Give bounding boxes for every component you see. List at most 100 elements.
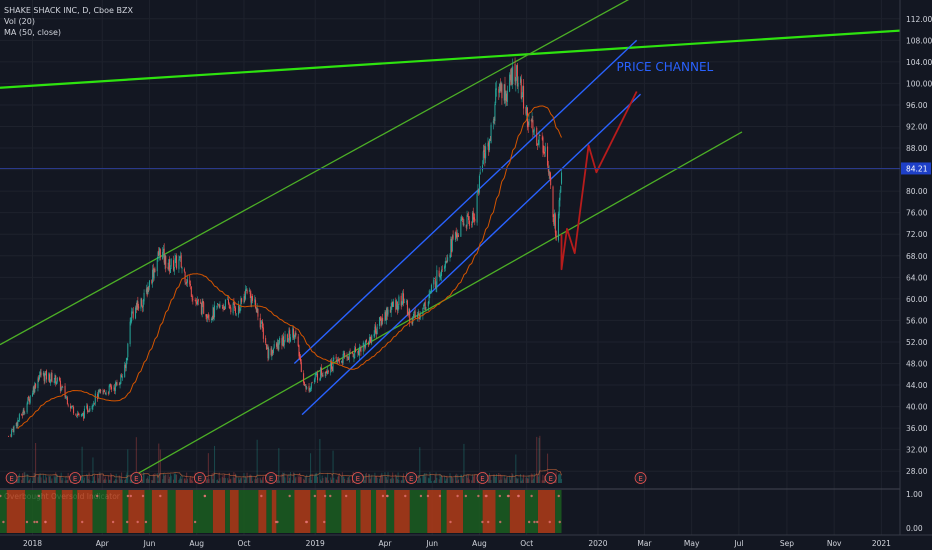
candle — [276, 338, 278, 349]
volume-bar — [380, 474, 382, 483]
candle — [131, 308, 133, 314]
volume-bar — [181, 474, 183, 483]
candle — [550, 172, 552, 189]
indicator-dot — [159, 494, 162, 498]
volume-bar — [92, 457, 94, 483]
indicator-dot — [141, 494, 145, 498]
indicator-dot — [533, 520, 536, 524]
volume-ma-line — [8, 468, 562, 479]
volume-bar — [471, 480, 473, 483]
candle — [332, 357, 334, 373]
volume-bar — [249, 474, 251, 483]
candle — [537, 143, 539, 150]
candle — [355, 343, 357, 353]
x-tick-label: Oct — [520, 539, 533, 548]
candle — [375, 328, 377, 339]
projection-path[interactable] — [560, 91, 638, 271]
volume-bar — [303, 478, 305, 483]
volume-bar — [251, 475, 253, 483]
candle — [103, 390, 105, 395]
volume-bar — [83, 480, 85, 483]
volume-bar — [468, 479, 470, 483]
candle — [407, 311, 409, 318]
volume-bar — [257, 478, 259, 483]
volume-bar — [425, 473, 427, 483]
volume-bar — [514, 477, 516, 483]
candle — [189, 275, 191, 287]
candle — [272, 347, 274, 355]
indicator-dot — [385, 494, 389, 498]
x-tick-label: Apr — [378, 539, 392, 548]
volume-bar — [327, 473, 329, 483]
volume-bar — [169, 473, 171, 483]
candle — [310, 382, 312, 392]
volume-bar — [444, 480, 446, 483]
time-axis[interactable]: 2018 Apr Jun Aug Oct 2019 Apr Jun Aug Oct 2020 Mar M… — [0, 534, 932, 548]
y-tick-label: 96.00 — [906, 101, 928, 110]
candle — [262, 318, 264, 332]
x-tick-label: Nov — [827, 539, 842, 548]
volume-bar — [368, 473, 370, 483]
volume-bar — [305, 476, 307, 483]
volume-bar — [172, 479, 174, 483]
volume-bar — [528, 474, 530, 483]
volume-bar — [463, 443, 465, 483]
candle — [289, 334, 291, 343]
indicator-band — [258, 490, 267, 533]
candle — [281, 335, 283, 350]
candle — [238, 305, 240, 314]
ma-study-label[interactable]: MA (50, close) — [4, 28, 62, 37]
y-tick-label: 112.00 — [906, 15, 932, 24]
candle — [151, 279, 153, 285]
volume-bar — [538, 437, 540, 483]
price-axis[interactable]: 112.00 108.00 104.00 100.00 96.00 92.00 88.00 8… — [899, 0, 932, 550]
candle — [176, 253, 178, 270]
candle — [27, 397, 29, 405]
candle — [135, 305, 137, 320]
candle — [440, 271, 442, 280]
candle — [62, 386, 64, 389]
volume-bar — [489, 473, 491, 483]
candle — [152, 264, 154, 288]
candle — [398, 294, 400, 310]
volume-bar — [217, 479, 219, 483]
candle — [488, 140, 490, 156]
volume-bar — [495, 473, 497, 483]
volume-bar — [230, 478, 232, 483]
indicator-dot — [203, 494, 206, 498]
candle — [429, 288, 431, 298]
volume-bar — [326, 477, 328, 483]
candle — [547, 142, 549, 168]
volume-bar — [299, 472, 301, 483]
candle — [108, 384, 110, 395]
symbol-title[interactable]: SHAKE SHACK INC, D, Cboe BZX — [4, 6, 133, 15]
volume-bar — [336, 479, 338, 483]
x-tick-label: 2019 — [306, 539, 325, 548]
indicator-band — [61, 490, 73, 533]
candle — [300, 359, 302, 373]
indicator-dot — [288, 494, 291, 498]
volume-bar — [333, 477, 335, 483]
volume-study-label[interactable]: Vol (20) — [4, 17, 35, 26]
volume-bar — [104, 478, 106, 483]
indicator-dot — [313, 494, 317, 498]
candle — [162, 247, 164, 260]
earnings-marker: E — [193, 472, 206, 484]
volume-bar — [113, 480, 115, 483]
candle — [341, 360, 343, 364]
earnings-marker-label: E — [269, 475, 273, 483]
candle — [371, 334, 373, 346]
candle — [380, 316, 382, 328]
trendlines[interactable] — [0, 0, 901, 478]
volume-bar — [293, 472, 295, 483]
volume-bar — [49, 476, 51, 483]
candle — [172, 255, 174, 272]
indicator-band — [225, 490, 230, 533]
volume-bar — [165, 474, 167, 483]
candle — [439, 273, 441, 282]
volume-bar — [238, 479, 240, 483]
volume-bar — [509, 479, 511, 483]
volume-bar — [382, 475, 384, 483]
